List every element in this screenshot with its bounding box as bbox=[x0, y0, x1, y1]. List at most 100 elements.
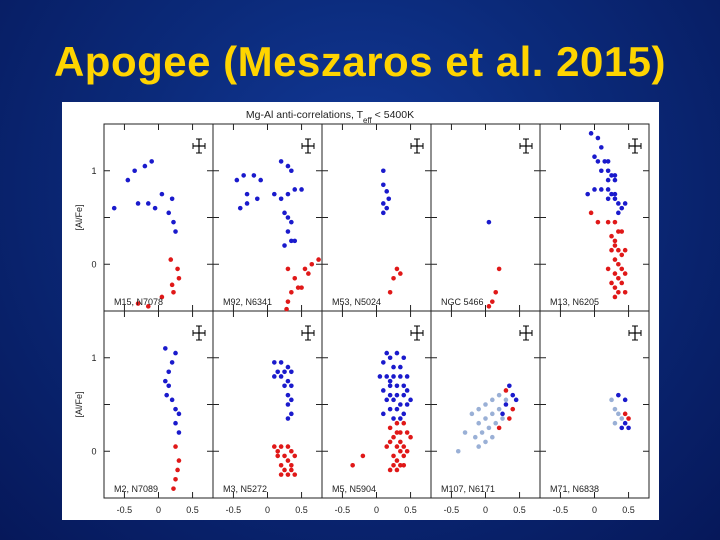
red-point bbox=[490, 299, 495, 304]
y-tick-label: 1 bbox=[91, 353, 96, 363]
blue-point bbox=[404, 388, 410, 393]
red-point bbox=[387, 467, 393, 473]
blue-point bbox=[292, 238, 298, 244]
red-point bbox=[168, 257, 174, 262]
blue-point bbox=[386, 196, 392, 202]
blue-point bbox=[398, 402, 403, 407]
blue-point bbox=[173, 420, 178, 426]
light-point bbox=[462, 430, 468, 435]
panel-label: M53, N5024 bbox=[332, 297, 381, 307]
blue-point bbox=[408, 397, 413, 403]
blue-point bbox=[404, 402, 410, 407]
red-point bbox=[289, 448, 294, 454]
blue-point bbox=[394, 406, 400, 412]
red-point bbox=[616, 229, 621, 234]
blue-point bbox=[619, 425, 625, 431]
red-point bbox=[282, 467, 287, 473]
blue-point bbox=[391, 364, 396, 370]
red-point bbox=[285, 299, 291, 304]
blue-point bbox=[285, 378, 291, 384]
blue-point bbox=[384, 350, 390, 356]
red-point bbox=[309, 261, 315, 267]
red-point bbox=[135, 301, 141, 306]
blue-point bbox=[622, 420, 628, 426]
blue-point bbox=[285, 392, 291, 398]
blue-point bbox=[289, 168, 294, 174]
blue-point bbox=[251, 173, 257, 178]
blue-point bbox=[169, 360, 175, 365]
red-point bbox=[398, 271, 403, 276]
x-tick-label: 0.5 bbox=[513, 505, 526, 515]
blue-point bbox=[605, 159, 611, 164]
light-point bbox=[483, 416, 488, 421]
blue-point bbox=[622, 201, 628, 206]
red-point bbox=[605, 219, 611, 225]
blue-point bbox=[282, 243, 287, 248]
blue-point bbox=[285, 364, 291, 370]
red-point bbox=[609, 247, 614, 253]
blue-point bbox=[404, 374, 410, 379]
light-point bbox=[483, 402, 488, 407]
y-axis-label: [Al/Fe] bbox=[74, 391, 84, 417]
light-point bbox=[612, 406, 618, 412]
blue-point bbox=[391, 374, 396, 379]
red-point bbox=[391, 275, 396, 281]
red-point bbox=[285, 472, 291, 477]
red-point bbox=[401, 453, 407, 459]
blue-point bbox=[384, 189, 390, 194]
blue-point bbox=[254, 196, 260, 202]
blue-point bbox=[285, 191, 291, 197]
red-point bbox=[384, 444, 390, 449]
blue-point bbox=[612, 177, 618, 183]
light-point bbox=[483, 439, 488, 445]
red-point bbox=[387, 290, 393, 295]
blue-point bbox=[169, 397, 175, 403]
blue-point bbox=[401, 383, 407, 389]
figure-panel: Mg-Al anti-correlations, Teff < 5400K M1… bbox=[62, 102, 659, 520]
y-tick-label: 0 bbox=[91, 446, 96, 456]
light-point bbox=[469, 411, 475, 417]
blue-point bbox=[391, 416, 396, 421]
red-point bbox=[387, 439, 393, 445]
red-point bbox=[391, 434, 396, 440]
blue-point bbox=[513, 397, 519, 403]
light-point bbox=[612, 420, 618, 426]
blue-point bbox=[272, 191, 277, 197]
red-point bbox=[176, 275, 182, 281]
light-point bbox=[619, 416, 625, 421]
blue-point bbox=[278, 159, 284, 164]
blue-point bbox=[234, 177, 240, 183]
blue-point bbox=[599, 168, 604, 174]
red-point bbox=[486, 304, 492, 309]
blue-point bbox=[612, 191, 618, 197]
blue-point bbox=[381, 168, 386, 174]
light-point bbox=[496, 406, 502, 412]
panel-label: M2, N7089 bbox=[114, 484, 158, 494]
blue-point bbox=[394, 350, 400, 356]
light-point bbox=[486, 425, 492, 431]
red-point bbox=[619, 229, 625, 234]
red-point bbox=[398, 439, 403, 445]
red-point bbox=[398, 430, 403, 435]
blue-point bbox=[387, 378, 393, 384]
red-point bbox=[398, 462, 403, 468]
red-point bbox=[612, 257, 618, 262]
red-point bbox=[496, 266, 502, 272]
light-point bbox=[609, 397, 614, 403]
blue-point bbox=[171, 219, 176, 225]
blue-point bbox=[169, 196, 175, 202]
blue-point bbox=[394, 383, 400, 389]
blue-point bbox=[135, 201, 141, 206]
blue-point bbox=[299, 187, 304, 192]
red-point bbox=[588, 210, 594, 216]
red-point bbox=[404, 430, 410, 435]
y-axis-label: [Al/Fe] bbox=[74, 204, 84, 230]
blue-point bbox=[278, 374, 284, 379]
blue-point bbox=[398, 374, 403, 379]
blue-point bbox=[599, 145, 604, 150]
blue-point bbox=[285, 416, 291, 421]
red-point bbox=[401, 462, 407, 468]
red-point bbox=[316, 257, 321, 262]
red-point bbox=[175, 467, 180, 473]
blue-point bbox=[384, 205, 390, 211]
